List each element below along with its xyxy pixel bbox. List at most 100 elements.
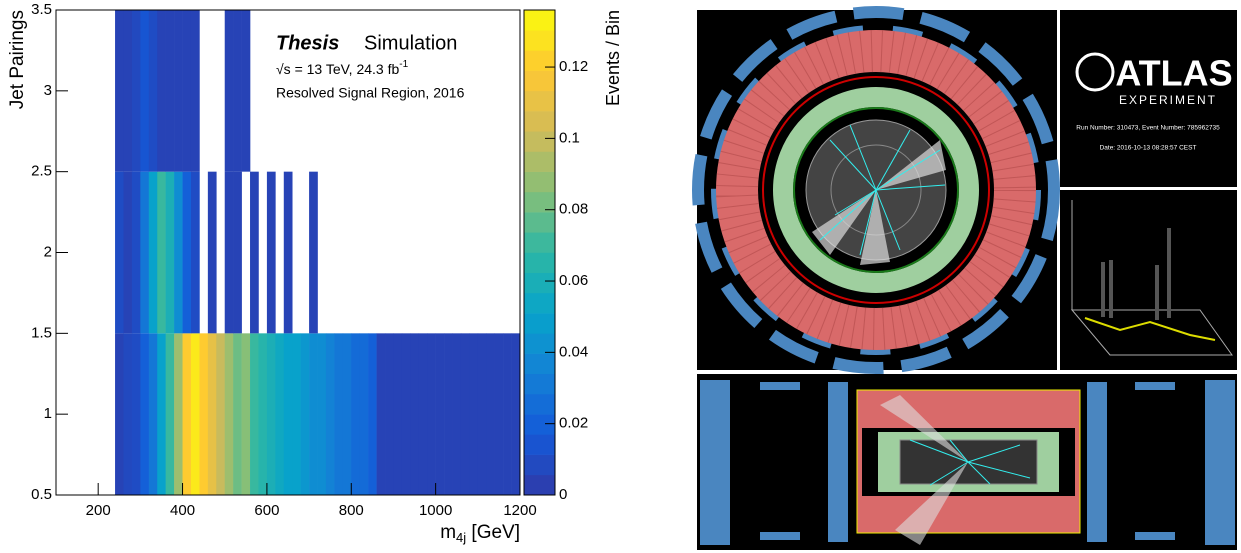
y-tick-label: 2.5 — [31, 163, 52, 180]
colorbar-swatch — [524, 373, 555, 395]
lego-towers — [1101, 228, 1171, 320]
heatmap-cell — [207, 171, 217, 334]
muon-chambers — [700, 380, 1235, 545]
colorbar-swatch — [524, 393, 555, 415]
logo-text: ATLAS — [1115, 53, 1232, 94]
colorbar-swatch — [524, 30, 555, 51]
heatmap-cell — [115, 10, 124, 172]
heatmap-cell — [190, 10, 200, 172]
colorbar-tick-label: 0.02 — [559, 415, 588, 432]
colorbar-swatch — [524, 191, 555, 213]
heatmap-cell — [334, 333, 344, 495]
heatmap-cell — [292, 333, 301, 495]
heatmap-cell — [140, 10, 150, 172]
colorbar-swatch — [524, 10, 555, 31]
heatmap-cell — [435, 333, 445, 495]
heatmap-cell — [140, 171, 150, 334]
heatmap-cell — [444, 333, 453, 495]
heatmap-cell — [190, 333, 200, 495]
heatmap — [115, 10, 521, 495]
date: Date: 2016-10-13 08:28:57 CEST — [1100, 145, 1197, 152]
heatmap-cell — [123, 10, 133, 172]
jet-cones — [880, 395, 968, 545]
colorbar-swatch — [524, 252, 555, 274]
colorbar-swatch — [524, 292, 555, 314]
heatmap-cell — [233, 171, 242, 334]
colorbar-tick-label: 0.04 — [559, 343, 588, 360]
heatmap-cell — [418, 333, 428, 495]
heatmap-cell — [182, 333, 192, 495]
heatmap-cell — [174, 333, 183, 495]
colorbar-swatch — [524, 50, 555, 71]
tracks — [819, 124, 946, 256]
heatmap-cell — [224, 10, 234, 172]
colorbar-swatch — [524, 111, 555, 132]
x-tick-label: 1200 — [503, 502, 536, 519]
colorbar-swatch — [524, 414, 555, 435]
title: Thesis — [276, 32, 339, 54]
colorbar-swatch — [524, 70, 555, 92]
heatmap-cell — [275, 333, 285, 495]
heatmap-cell — [131, 10, 141, 172]
heatmap-cell — [199, 333, 209, 495]
colorbar-swatch — [524, 212, 555, 233]
y-tick-label: 2 — [44, 243, 52, 260]
heatmap-cell — [123, 333, 133, 495]
colorbar-tick-label: 0.06 — [559, 272, 588, 289]
y-tick-label: 0.5 — [31, 486, 52, 503]
x-label-sub: 4j — [456, 530, 466, 545]
heatmap-cell — [250, 171, 259, 334]
jet-cones — [812, 140, 946, 265]
heatmap-cell — [452, 333, 462, 495]
event-display: ATLAS EXPERIMENT Run Number: 310473, Eve… — [692, 6, 1237, 550]
heatmap-cell — [224, 333, 234, 495]
heatmap-cell — [342, 333, 352, 495]
subtitle: Simulation — [364, 32, 457, 54]
logo-panel — [1060, 10, 1237, 187]
y-tick-label: 3 — [44, 82, 52, 99]
muon-chambers — [711, 25, 1041, 355]
heatmap-cell — [157, 333, 166, 495]
x-label: m — [440, 522, 456, 543]
x-axis-label: m4j [GeV] — [440, 522, 520, 545]
x-label: [GeV] — [466, 522, 520, 543]
heatmap-cell — [174, 10, 183, 172]
heatmap-cell — [123, 171, 133, 334]
colorbar-swatch — [524, 151, 555, 172]
solenoid — [762, 76, 990, 304]
colorbar-swatch — [524, 232, 555, 253]
heatmap-cell — [241, 10, 251, 172]
heatmap-cell — [182, 10, 192, 172]
x-tick-label: 800 — [339, 502, 364, 519]
x-tick-label: 1000 — [419, 502, 452, 519]
colorbar-swatch — [524, 90, 555, 112]
colorbar-swatch — [524, 434, 555, 455]
heatmap-cell — [477, 333, 487, 495]
colorbar-tick-label: 0 — [559, 486, 567, 503]
heatmap-cell — [503, 333, 512, 495]
annotation: √s = 13 TeV, 24.3 fb — [276, 61, 399, 77]
annotation: √s = 13 TeV, 24.3 fb-1 — [276, 59, 409, 77]
heatmap-cell — [233, 10, 242, 172]
x-tick-label: 400 — [170, 502, 195, 519]
heatmap-cell — [241, 333, 251, 495]
heatmap-cell — [115, 333, 124, 495]
y-tick-label: 1 — [44, 405, 52, 422]
y-axis-label: Jet Pairings — [7, 10, 28, 109]
x-tick-label: 600 — [254, 502, 279, 519]
logo-globe — [1075, 52, 1115, 92]
heatmap-cell — [148, 10, 158, 172]
heatmap-cell — [309, 333, 318, 495]
heatmap-cell — [266, 333, 276, 495]
heatmap-cell — [148, 171, 158, 334]
annotation: Resolved Signal Region, 2016 — [276, 85, 465, 101]
annotation-sup: -1 — [399, 59, 408, 70]
run-info: Run Number: 310473, Event Number: 785962… — [1076, 125, 1220, 132]
heatmap-cell — [376, 333, 386, 495]
heatmap-cell — [258, 333, 268, 495]
heatmap-cell — [410, 333, 420, 495]
heatmap-cell — [511, 333, 521, 495]
heatmap-cell — [283, 333, 293, 495]
cryostat — [793, 107, 959, 273]
